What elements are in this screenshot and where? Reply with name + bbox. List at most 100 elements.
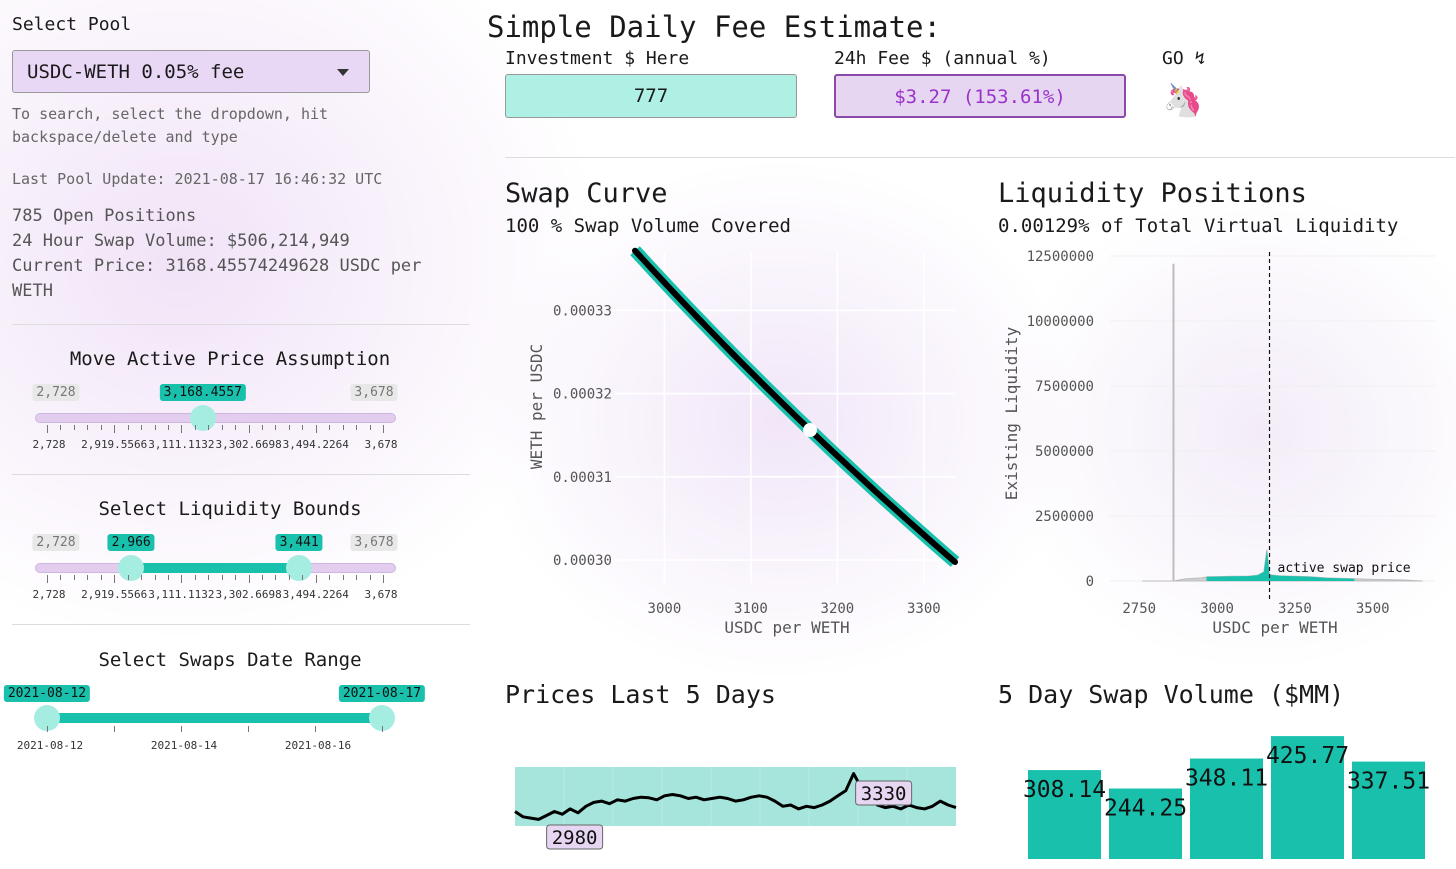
search-hint: To search, select the dropdown, hit back…	[12, 105, 329, 146]
slider-tick	[114, 726, 115, 732]
pool-dropdown-value: USDC-WETH 0.05% fee	[27, 61, 245, 83]
volume-value-label: 337.51	[1347, 769, 1430, 795]
slider-tick	[181, 726, 182, 732]
liquidity-title: Liquidity Positions	[998, 178, 1307, 209]
y-tick-label: 0	[1086, 574, 1094, 590]
swap-curve-title: Swap Curve	[505, 178, 668, 209]
x-tick-label: 3250	[1278, 601, 1312, 617]
end-date-value: 2021-08-17	[338, 685, 426, 702]
slider-tick	[181, 575, 183, 583]
x-tick-label: 3000	[1200, 601, 1234, 617]
slider-tick-label: 3,678	[364, 438, 398, 451]
slider-tick	[248, 726, 249, 732]
page-title: Simple Daily Fee Estimate:	[487, 10, 941, 44]
slider-tick-label: 2,919.5566	[81, 588, 148, 601]
slider-tick	[208, 575, 210, 580]
slider-max-label: 3,678	[350, 534, 398, 551]
upper-bound-value: 3,441	[275, 534, 323, 551]
max-label-text: 3330	[861, 783, 907, 805]
slider-tick	[275, 425, 277, 430]
liquidity-bounds-title: Select Liquidity Bounds	[98, 498, 362, 520]
x-tick-label: 3500	[1356, 601, 1390, 617]
y-tick-label: 7500000	[1035, 379, 1094, 395]
investment-input[interactable]: 777	[505, 74, 797, 118]
slider-min-label: 2,728	[32, 384, 80, 401]
slider-tick	[154, 425, 156, 430]
y-tick-label: 0.00033	[553, 303, 612, 319]
upper-bound-handle[interactable]	[286, 555, 313, 581]
chevron-down-icon[interactable]	[337, 69, 349, 76]
slider-tick	[47, 425, 48, 433]
volume-value-label: 348.11	[1185, 766, 1268, 792]
slider-tick	[315, 575, 317, 583]
slider-tick	[60, 575, 62, 580]
slider-tick	[194, 575, 196, 580]
slider-tick	[382, 726, 383, 732]
y-axis-label: WETH per USDC	[527, 344, 546, 469]
current-price: Current Price: 3168.45574249628 USDC per…	[12, 256, 422, 301]
active-price-handle[interactable]	[189, 405, 216, 431]
slider-tick	[60, 425, 62, 430]
volume-value-label: 308.14	[1023, 777, 1106, 803]
slider-tick	[167, 425, 169, 430]
slider-tick-label: 3,302.6698	[215, 588, 282, 601]
slider-tick	[369, 425, 371, 430]
slider-tick	[127, 425, 129, 430]
slider-tick	[47, 726, 48, 732]
slider-tick-label: 2,728	[32, 438, 66, 451]
x-tick-label: 2750	[1122, 601, 1156, 617]
active-price-title: Move Active Price Assumption	[69, 348, 391, 370]
volume-bar	[1352, 761, 1425, 859]
x-tick-label: 3100	[734, 601, 768, 617]
fee-label: 24h Fee $ (annual %)	[834, 48, 1051, 69]
divider	[505, 157, 1455, 158]
y-tick-label: 0.00031	[553, 470, 612, 486]
pool-stats: 785 Open Positions 24 Hour Swap Volume: …	[12, 204, 452, 304]
lower-bound-handle[interactable]	[118, 555, 145, 581]
x-tick-label: 3300	[907, 601, 941, 617]
price-max-label: 3330	[855, 780, 913, 806]
slider-tick	[100, 425, 102, 430]
slider-tick	[315, 425, 317, 433]
price-min-label: 2980	[546, 824, 604, 850]
x-axis-label: USDC per WETH	[724, 618, 849, 637]
divider	[12, 624, 470, 625]
slider-tick-label: 2021-08-12	[16, 739, 84, 752]
slider-min-label: 2,728	[32, 534, 80, 551]
slider-tick	[329, 425, 331, 430]
slider-tick	[288, 425, 290, 430]
y-tick-label: 2500000	[1035, 509, 1094, 525]
slider-tick	[315, 726, 316, 732]
slider-tick-label: 3,494.2264	[282, 588, 349, 601]
slider-tick	[248, 425, 250, 433]
slider-tick	[248, 575, 250, 583]
x-tick-label: 3200	[821, 601, 855, 617]
swap-curve-subtitle: 100 % Swap Volume Covered	[505, 215, 791, 237]
active-price-point	[803, 423, 818, 438]
pool-dropdown[interactable]: USDC-WETH 0.05% fee	[12, 50, 370, 93]
slider-tick	[194, 425, 196, 430]
slider-tick	[275, 575, 277, 580]
liquidity-chart: 0 2500000 5000000 7500000 10000000 12500000 27…	[1002, 249, 1435, 637]
divider	[12, 474, 470, 475]
volume-title: 5 Day Swap Volume ($MM)	[998, 680, 1345, 709]
prices-title: Prices Last 5 Days	[505, 680, 776, 709]
slider-tick	[141, 425, 143, 430]
slider-tick-label: 3,111.1132	[148, 588, 215, 601]
slider-tick	[369, 575, 371, 580]
slider-tick	[288, 575, 290, 580]
fee-value: $3.27 (153.61%)	[894, 86, 1066, 108]
unicorn-go-icon[interactable]: 🦄	[1163, 81, 1203, 119]
slider-tick	[302, 425, 304, 430]
slider-tick	[87, 575, 89, 580]
position-liquidity-area	[1206, 549, 1355, 581]
x-tick-label: 3000	[648, 601, 682, 617]
slider-tick	[235, 575, 237, 580]
min-label-box	[546, 824, 604, 850]
slider-max-label: 3,678	[350, 384, 398, 401]
slider-tick	[208, 425, 210, 430]
volume-value-label: 425.77	[1266, 743, 1349, 769]
liquidity-subtitle: 0.00129% of Total Virtual Liquidity	[998, 215, 1399, 237]
slider-tick	[181, 425, 183, 433]
